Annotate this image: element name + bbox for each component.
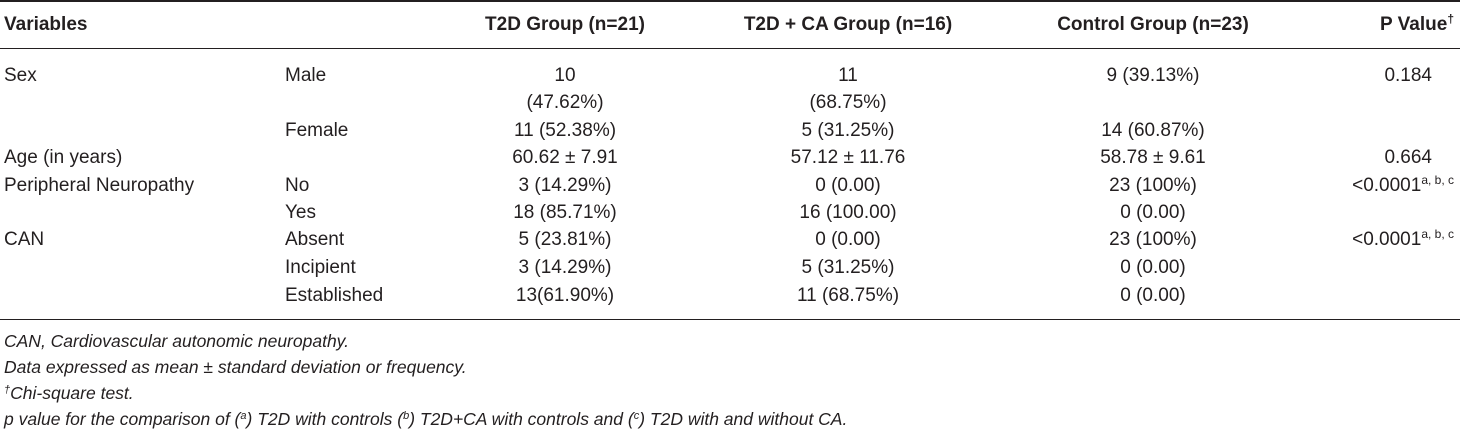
footnote-sup-b: b: [403, 410, 410, 422]
footnote-p-pre: p value for the comparison of (: [4, 409, 241, 429]
cell-p-value-sup: a, b, c: [1421, 173, 1454, 187]
header-p-value-label: P Value: [1380, 14, 1448, 35]
cell-t2d: 10 (47.62%): [470, 62, 660, 113]
header-variables: Variables: [4, 14, 88, 35]
cell-p-value-sup: a, b, c: [1421, 227, 1454, 241]
table-bottom-rule: [0, 319, 1460, 320]
table-row: Established 13(61.90%) 11 (68.75%) 0 (0.…: [0, 282, 1460, 309]
footnote-dagger: †: [4, 384, 11, 396]
cell-t2d-ca: 0 (0.00): [815, 175, 881, 196]
cell-t2d-ca: 5 (31.25%): [801, 257, 895, 278]
cell-t2d: 3 (14.29%): [518, 175, 612, 196]
table-row: Yes 18 (85.71%) 16 (100.00) 0 (0.00): [0, 199, 1460, 226]
cell-p-value: 0.184: [1384, 65, 1432, 86]
cell-p-value-text: <0.0001: [1352, 175, 1422, 196]
cell-p-value: <0.0001a, b, c: [1352, 172, 1454, 199]
cell-control: 58.78 ± 9.61: [1100, 147, 1206, 168]
table-row: Female 11 (52.38%) 5 (31.25%) 14 (60.87%…: [0, 117, 1460, 144]
footnote-chi-square: †Chi-square test.: [4, 380, 847, 406]
footnote-p-mid1: ) T2D with controls (: [246, 409, 404, 429]
row-subcategory: No: [285, 175, 310, 196]
cell-t2d-ca: 5 (31.25%): [801, 120, 895, 141]
cell-t2d-ca-line2: (68.75%): [809, 92, 887, 113]
cell-t2d-ca: 16 (100.00): [799, 202, 897, 223]
table-footnotes: CAN, Cardiovascular autonomic neuropathy…: [4, 328, 847, 432]
cell-t2d-line1: 10: [554, 65, 576, 86]
header-t2d-group: T2D Group (n=21): [485, 14, 645, 35]
cell-t2d: 18 (85.71%): [513, 202, 617, 223]
cell-t2d-ca-line1: 11: [838, 65, 858, 86]
table-row: Peripheral Neuropathy No 3 (14.29%) 0 (0…: [0, 172, 1460, 199]
cell-t2d: 60.62 ± 7.91: [512, 147, 618, 168]
cell-t2d: 5 (23.81%): [518, 229, 612, 250]
cell-control: 23 (100%): [1109, 175, 1197, 196]
row-variable: Peripheral Neuropathy: [4, 175, 195, 196]
table-row: CAN Absent 5 (23.81%) 0 (0.00) 23 (100%)…: [0, 226, 1460, 253]
cell-t2d-ca: 11 (68.75%): [796, 285, 900, 306]
cell-p-value-text: <0.0001: [1352, 229, 1422, 250]
row-subcategory: Absent: [285, 229, 345, 250]
table-row: Incipient 3 (14.29%) 5 (31.25%) 0 (0.00): [0, 254, 1460, 281]
row-subcategory: Yes: [285, 202, 316, 223]
footnote-p-value: p value for the comparison of (a) T2D wi…: [4, 406, 847, 432]
cell-p-value: 0.664: [1384, 147, 1432, 168]
row-subcategory: Male: [285, 65, 327, 86]
footnote-data: Data expressed as mean ± standard deviat…: [4, 357, 467, 377]
cell-control: 0 (0.00): [1120, 285, 1186, 306]
cell-control: 23 (100%): [1109, 229, 1197, 250]
cell-control: 9 (39.13%): [1106, 65, 1200, 86]
header-control-group: Control Group (n=23): [1057, 14, 1249, 35]
footnote-sup-a: a: [240, 410, 247, 422]
row-subcategory: Incipient: [285, 257, 356, 278]
footnote-p-post: ) T2D with and without CA.: [639, 409, 848, 429]
header-p-value-dagger: †: [1447, 12, 1454, 26]
row-variable: CAN: [4, 229, 45, 250]
footnote-chi-text: Chi-square test.: [10, 383, 134, 403]
footnote-sup-c: c: [633, 410, 640, 422]
table-row: Age (in years) 60.62 ± 7.91 57.12 ± 11.7…: [0, 144, 1460, 171]
row-variable: Sex: [4, 65, 37, 86]
cell-p-value: <0.0001a, b, c: [1352, 226, 1454, 253]
cell-t2d-ca: 0 (0.00): [815, 229, 881, 250]
cell-t2d: 13(61.90%): [515, 285, 615, 306]
footnote-can: CAN, Cardiovascular autonomic neuropathy…: [4, 331, 349, 351]
header-rule: [0, 48, 1460, 49]
cell-t2d: 3 (14.29%): [518, 257, 612, 278]
row-variable: Age (in years): [4, 147, 123, 168]
footnote-p-mid2: ) T2D+CA with controls and (: [409, 409, 634, 429]
cell-control: 0 (0.00): [1120, 202, 1186, 223]
table-top-rule: [0, 0, 1460, 2]
header-p-value: P Value†: [1380, 12, 1454, 36]
cell-t2d-line2: (47.62%): [526, 92, 604, 113]
row-subcategory: Female: [285, 120, 349, 141]
row-subcategory: Established: [285, 285, 384, 306]
cell-t2d: 11 (52.38%): [513, 120, 617, 141]
cell-t2d-ca: 11 (68.75%): [733, 62, 963, 113]
header-t2d-ca-group: T2D + CA Group (n=16): [743, 14, 953, 35]
cell-control: 0 (0.00): [1120, 257, 1186, 278]
cell-control: 14 (60.87%): [1101, 120, 1205, 141]
table-row: Sex Male 10 (47.62%) 11 (68.75%) 9 (39.1…: [0, 62, 1460, 113]
cell-t2d-ca: 57.12 ± 11.76: [790, 147, 906, 168]
table-header-row: Variables T2D Group (n=21) T2D + CA Grou…: [0, 12, 1460, 40]
